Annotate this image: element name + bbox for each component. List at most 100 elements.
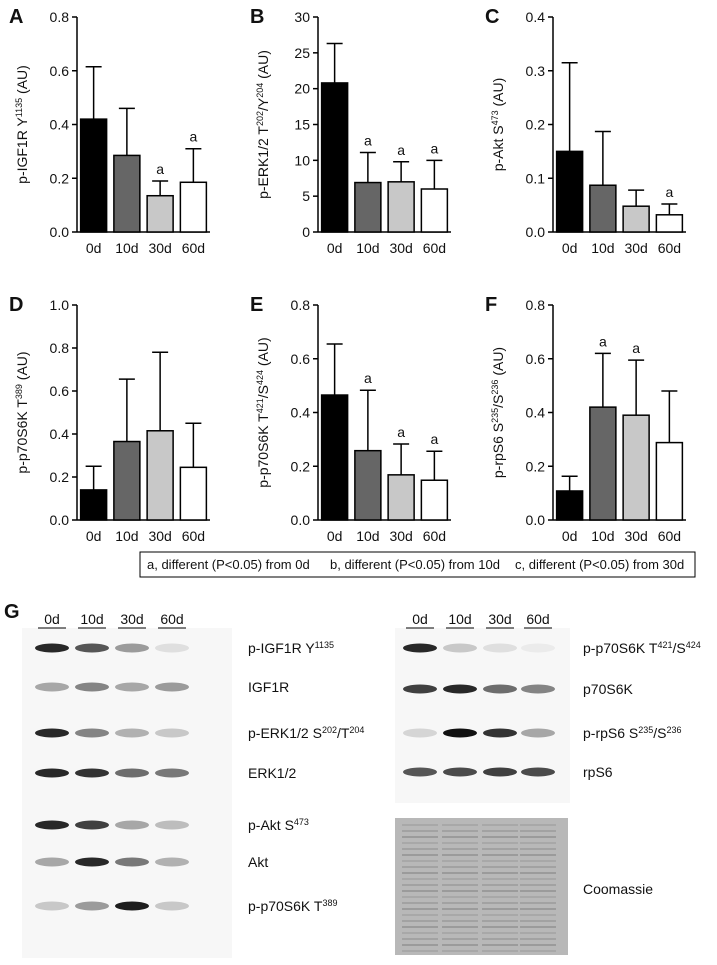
- bar: [179, 181, 208, 233]
- gel-stripe: [402, 878, 438, 880]
- lane-label: 0d: [44, 611, 60, 627]
- blot-band: [35, 768, 69, 778]
- blot-band: [155, 643, 189, 653]
- gel-stripe: [442, 872, 478, 874]
- label-part: p-ERK1/2 T: [255, 126, 271, 199]
- y-tick-label: 0.6: [50, 383, 70, 399]
- superscript: 235: [638, 725, 653, 735]
- significance-label: a: [189, 129, 197, 145]
- superscript: 1135: [315, 640, 334, 650]
- x-tick-label: 0d: [86, 528, 102, 544]
- blot-band: [155, 682, 189, 692]
- blot-band: [443, 643, 477, 653]
- significance-label: a: [599, 333, 607, 349]
- label-part: p-IGF1R Y: [14, 117, 30, 184]
- gel-stripe: [442, 842, 478, 844]
- lane-label: 10d: [448, 611, 471, 627]
- gel-stripe: [402, 872, 438, 874]
- gel-stripe: [482, 914, 518, 916]
- y-tick-label: 0.3: [526, 63, 546, 79]
- bar: [320, 82, 349, 233]
- x-tick-label: 10d: [356, 528, 379, 544]
- blot-label: p-rpS6 S235/S236: [583, 725, 682, 741]
- coomassie-gel: [395, 818, 568, 955]
- label-part: p-p70S6K T: [583, 640, 658, 656]
- y-tick-label: 0.4: [526, 9, 546, 25]
- label-part: (AU): [14, 65, 30, 98]
- blot-band: [521, 728, 555, 738]
- panel-label: C: [485, 6, 499, 28]
- gel-stripe: [402, 950, 438, 952]
- gel-stripe: [442, 896, 478, 898]
- gel-stripe: [482, 932, 518, 934]
- x-tick-label: 30d: [624, 528, 647, 544]
- blot-label: p-p70S6K T421/S424: [583, 640, 701, 656]
- blot-band: [443, 767, 477, 777]
- x-tick-label: 10d: [115, 240, 138, 256]
- gel-stripe: [402, 932, 438, 934]
- y-tick-label: 0.4: [291, 405, 311, 421]
- bar: [589, 406, 617, 521]
- blot-label: ERK1/2: [248, 765, 296, 781]
- y-tick-label: 30: [294, 9, 310, 25]
- gel-stripe: [482, 830, 518, 832]
- y-tick-label: 0.6: [50, 63, 70, 79]
- gel-stripe: [442, 920, 478, 922]
- blot-label: rpS6: [583, 764, 613, 780]
- legend-note: c, different (P<0.05) from 30d: [515, 557, 684, 572]
- y-tick-label: 0.8: [291, 297, 311, 313]
- blot-band: [483, 728, 517, 738]
- blot-band: [75, 728, 109, 738]
- y-axis-label: p-Akt S473 (AU): [490, 78, 506, 172]
- y-tick-label: 5: [302, 188, 310, 204]
- label-part: p-p70S6K T: [255, 413, 271, 488]
- gel-stripe: [482, 938, 518, 940]
- label-part: /S: [653, 725, 666, 741]
- blot-band: [403, 643, 437, 653]
- blot-band: [155, 820, 189, 830]
- gel-stripe: [482, 926, 518, 928]
- gel-stripe: [442, 836, 478, 838]
- blot-band: [155, 728, 189, 738]
- gel-stripe: [402, 902, 438, 904]
- x-tick-label: 10d: [115, 528, 138, 544]
- significance-label: a: [632, 340, 640, 356]
- y-tick-label: 0.2: [50, 170, 70, 186]
- x-tick-label: 10d: [591, 528, 614, 544]
- blot-band: [443, 728, 477, 738]
- gel-stripe: [482, 842, 518, 844]
- gel-stripe: [520, 938, 556, 940]
- blot-band: [75, 682, 109, 692]
- significance-label: a: [397, 424, 405, 440]
- gel-stripe: [520, 914, 556, 916]
- x-tick-label: 0d: [86, 240, 102, 256]
- blot-band: [115, 728, 149, 738]
- gel-stripe: [402, 944, 438, 946]
- panel-label: F: [485, 294, 497, 316]
- superscript: 473: [294, 817, 309, 827]
- superscript: 424: [255, 370, 265, 385]
- gel-stripe: [402, 938, 438, 940]
- bar: [420, 188, 449, 233]
- label-part: (AU): [255, 50, 271, 83]
- lane-label: 30d: [120, 611, 143, 627]
- gel-stripe: [520, 860, 556, 862]
- legend-box: [139, 551, 696, 578]
- blot-band: [155, 857, 189, 867]
- gel-stripe: [402, 854, 438, 856]
- gel-stripe: [402, 926, 438, 928]
- gel-stripe: [482, 836, 518, 838]
- gel-stripe: [442, 860, 478, 862]
- x-tick-label: 30d: [389, 528, 412, 544]
- gel-stripe: [482, 848, 518, 850]
- blot-band: [521, 767, 555, 777]
- superscript: 473: [490, 110, 500, 125]
- x-tick-label: 60d: [182, 528, 205, 544]
- label-part: (AU): [490, 347, 506, 380]
- gel-stripe: [520, 920, 556, 922]
- gel-stripe: [442, 914, 478, 916]
- y-axis-label: p-ERK1/2 T202/Y204 (AU): [255, 50, 271, 199]
- gel-stripe: [482, 890, 518, 892]
- label-part: (AU): [255, 337, 271, 370]
